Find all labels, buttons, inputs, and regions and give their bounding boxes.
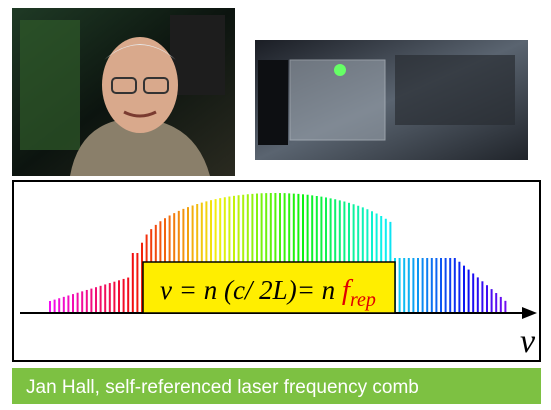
photo-scientist [12, 8, 235, 176]
formula-sub: rep [350, 289, 376, 311]
formula-main: ν = n (c/ 2L)= n [160, 275, 342, 305]
photo-laser-setup [255, 40, 528, 160]
slide: ν = n (c/ 2L)= n frep ν Jan Hall, self-r… [0, 0, 551, 410]
caption: Jan Hall, self-referenced laser frequenc… [26, 377, 419, 398]
axis-label: ν [520, 323, 536, 360]
